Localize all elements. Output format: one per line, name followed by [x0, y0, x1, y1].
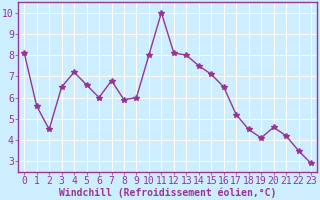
X-axis label: Windchill (Refroidissement éolien,°C): Windchill (Refroidissement éolien,°C): [59, 187, 276, 198]
